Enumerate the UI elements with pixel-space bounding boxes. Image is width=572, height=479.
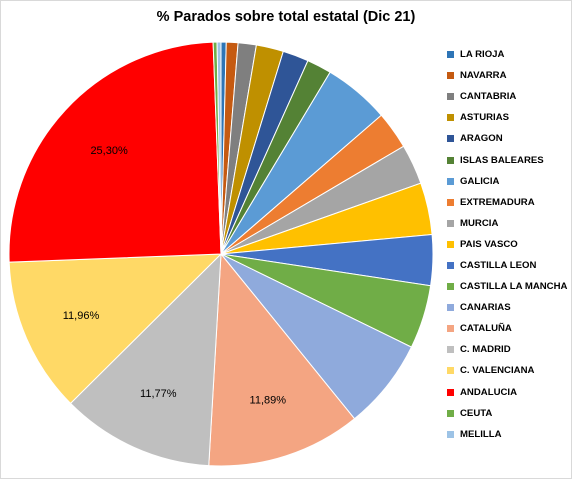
legend-item-murcia: MURCIA <box>447 213 569 234</box>
legend-label: MELILLA <box>460 428 502 440</box>
legend-label: ISLAS BALEARES <box>460 154 544 166</box>
legend-swatch <box>447 283 454 291</box>
legend-item-canarias: CANARIAS <box>447 297 569 318</box>
legend-item-cataluna: CATALUÑA <box>447 318 569 339</box>
legend-item-castilla-la-mancha: CASTILLA LA MANCHA <box>447 276 569 297</box>
legend-label: ASTURIAS <box>460 112 510 124</box>
legend-item-asturias: ASTURIAS <box>447 107 569 128</box>
legend-swatch <box>447 261 454 269</box>
pie-slice-melilla <box>216 41 222 255</box>
legend-label: ANDALUCIA <box>460 386 518 398</box>
legend-swatch <box>447 388 454 396</box>
legend-label: ARAGON <box>460 133 503 145</box>
legend-swatch <box>447 240 454 248</box>
legend-swatch <box>447 156 454 164</box>
legend-item-ceuta: CEUTA <box>447 403 569 424</box>
legend-swatch <box>447 430 454 438</box>
legend-item-melilla: MELILLA <box>447 424 569 445</box>
chart-legend: LA RIOJA NAVARRA CANTABRIA ASTURIAS ARAGON IS… <box>447 44 569 445</box>
legend-label: C. VALENCIANA <box>460 365 535 377</box>
chart-title: % Parados sobre total estatal (Dic 21) <box>156 9 416 25</box>
legend-label: CASTILLA LA MANCHA <box>460 281 568 293</box>
legend-label: CANARIAS <box>460 302 511 314</box>
legend-label: CANTABRIA <box>460 91 517 103</box>
legend-item-c-valenciana: C. VALENCIANA <box>447 360 569 381</box>
legend-swatch <box>447 51 454 59</box>
legend-label: CATALUÑA <box>460 323 512 335</box>
legend-swatch <box>447 114 454 122</box>
legend-item-navarra: NAVARRA <box>447 65 569 86</box>
legend-label: NAVARRA <box>460 70 507 82</box>
legend-item-extremadura: EXTREMADURA <box>447 192 569 213</box>
data-label-c-madrid: 11,77% <box>140 388 177 400</box>
legend-label: PAIS VASCO <box>460 238 518 250</box>
legend-swatch <box>447 219 454 227</box>
legend-label: EXTREMADURA <box>460 196 535 208</box>
pie-slice-c-madrid <box>69 252 222 467</box>
legend-swatch <box>447 409 454 417</box>
legend-item-pais-vasco: PAIS VASCO <box>447 234 569 255</box>
legend-label: MURCIA <box>460 217 499 229</box>
pie-slice-cataluna <box>208 252 356 467</box>
legend-item-castilla-leon: CASTILLA LEON <box>447 255 569 276</box>
legend-swatch <box>447 93 454 101</box>
legend-label: C. MADRID <box>460 344 511 356</box>
data-label-c-valenciana: 11,96% <box>63 310 100 322</box>
legend-item-islas-baleares: ISLAS BALEARES <box>447 149 569 170</box>
legend-label: GALICIA <box>460 175 500 187</box>
legend-item-cantabria: CANTABRIA <box>447 86 569 107</box>
legend-swatch <box>447 367 454 375</box>
legend-swatch <box>447 304 454 312</box>
data-label-cataluna: 11,89% <box>250 394 287 406</box>
legend-swatch <box>447 346 454 354</box>
data-label-andalucia: 25,30% <box>90 145 128 157</box>
legend-label: LA RIOJA <box>460 49 505 61</box>
pie-slice-c-valenciana <box>8 253 223 405</box>
pie-slice-andalucia <box>8 41 222 263</box>
legend-item-c-madrid: C. MADRID <box>447 339 569 360</box>
legend-swatch <box>447 198 454 206</box>
legend-item-aragon: ARAGON <box>447 128 569 149</box>
legend-label: CEUTA <box>460 407 493 419</box>
legend-swatch <box>447 325 454 333</box>
legend-item-galicia: GALICIA <box>447 171 569 192</box>
legend-swatch <box>447 72 454 80</box>
legend-item-la-rioja: LA RIOJA <box>447 44 569 65</box>
legend-item-andalucia: ANDALUCIA <box>447 382 569 403</box>
legend-label: CASTILLA LEON <box>460 259 537 271</box>
legend-swatch <box>447 177 454 185</box>
legend-swatch <box>447 135 454 143</box>
